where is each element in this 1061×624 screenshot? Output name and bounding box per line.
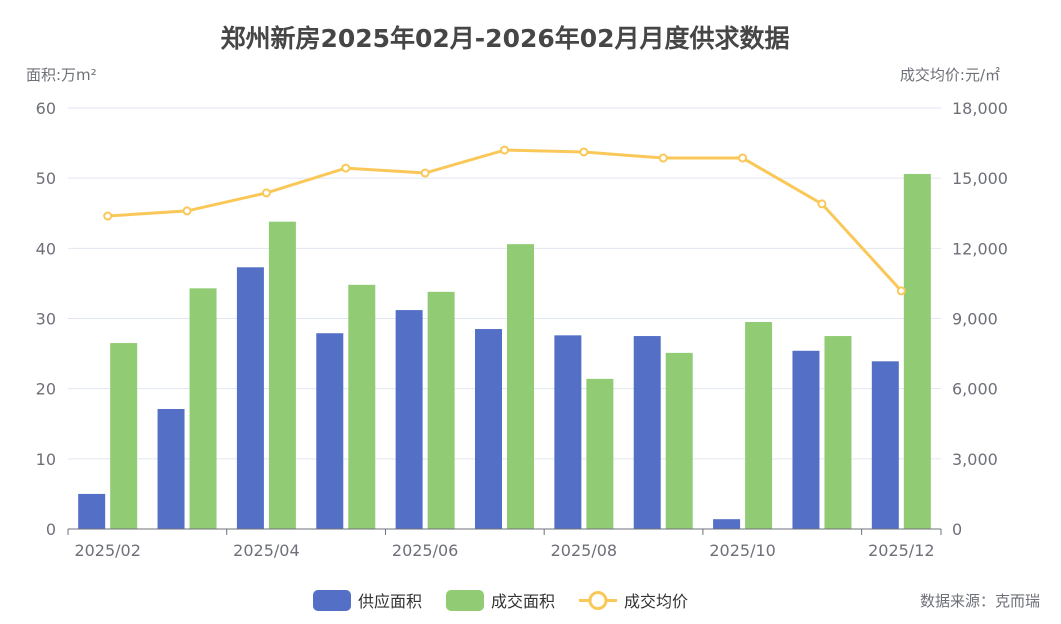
- left-tick-label: 40: [36, 239, 56, 258]
- supply-bar: [633, 336, 661, 529]
- price-point: [341, 163, 351, 173]
- deal-bar: [824, 336, 852, 529]
- deal-bar: [665, 352, 693, 529]
- x-tick-label: 2025/10: [709, 541, 775, 560]
- x-tick-label: 2025/04: [233, 541, 299, 560]
- right-tick-label: 12,000: [952, 239, 1008, 258]
- left-tick-label: 60: [36, 99, 56, 118]
- x-tick-label: 2025/08: [551, 541, 617, 560]
- deal-bar: [268, 221, 296, 530]
- supply-bar: [871, 361, 899, 529]
- legend-label: 供应面积: [358, 592, 422, 611]
- deal-bar: [903, 173, 931, 529]
- deal-bar: [189, 288, 217, 529]
- legend-circle-icon: [588, 591, 608, 610]
- deal-bar: [745, 322, 773, 529]
- right-tick-label: 15,000: [952, 169, 1008, 188]
- price-point: [579, 147, 589, 157]
- left-tick-label: 0: [46, 520, 56, 539]
- deal-bar: [348, 284, 376, 529]
- supply-bar: [157, 409, 185, 529]
- right-tick-label: 9,000: [952, 310, 998, 329]
- deal-bar: [586, 378, 614, 529]
- price-point: [182, 206, 192, 216]
- right-tick-label: 3,000: [952, 450, 998, 469]
- legend-item[interactable]: 成交均价: [579, 591, 688, 611]
- price-point: [103, 211, 113, 221]
- left-tick-label: 10: [36, 450, 56, 469]
- supply-bar: [475, 329, 502, 529]
- x-tick-label: 2025/12: [868, 541, 934, 560]
- left-tick-label: 30: [36, 310, 56, 329]
- deal-bar: [427, 291, 455, 529]
- supply-bar: [395, 310, 423, 529]
- right-axis-label: 成交均价:元/㎡: [900, 66, 1000, 84]
- price-point: [420, 168, 430, 178]
- left-tick-label: 50: [36, 169, 56, 188]
- price-point: [658, 153, 668, 163]
- x-tick-label: 2025/06: [392, 541, 458, 560]
- chart-title: 郑州新房2025年02月-2026年02月月度供求数据: [220, 24, 789, 53]
- deal-bar: [507, 244, 534, 529]
- price-point: [738, 153, 748, 163]
- price-line: [107, 148, 903, 292]
- legend-swatch: [446, 590, 484, 611]
- legend-label: 成交面积: [491, 592, 555, 611]
- supply-bar: [554, 335, 582, 529]
- source-note: 数据来源：克而瑞: [920, 592, 1040, 610]
- price-point: [817, 199, 827, 209]
- left-axis-label: 面积:万m²: [26, 66, 97, 84]
- x-tick-label: 2025/02: [74, 541, 140, 560]
- legend-item[interactable]: 供应面积: [313, 590, 422, 611]
- supply-bar: [316, 333, 344, 529]
- price-point: [261, 188, 271, 198]
- legend-label: 成交均价: [624, 592, 688, 611]
- left-tick-label: 20: [36, 380, 56, 399]
- right-tick-label: 18,000: [952, 99, 1008, 118]
- deal-bar: [110, 343, 138, 529]
- price-point: [500, 145, 509, 155]
- supply-bar: [78, 493, 106, 529]
- supply-bar: [713, 519, 741, 529]
- right-tick-label: 0: [952, 520, 962, 539]
- legend-swatch: [313, 590, 351, 611]
- right-tick-label: 6,000: [952, 380, 998, 399]
- legend-item[interactable]: 成交面积: [446, 590, 555, 611]
- supply-bar: [792, 350, 820, 529]
- price-point: [896, 286, 906, 296]
- supply-bar: [236, 267, 264, 529]
